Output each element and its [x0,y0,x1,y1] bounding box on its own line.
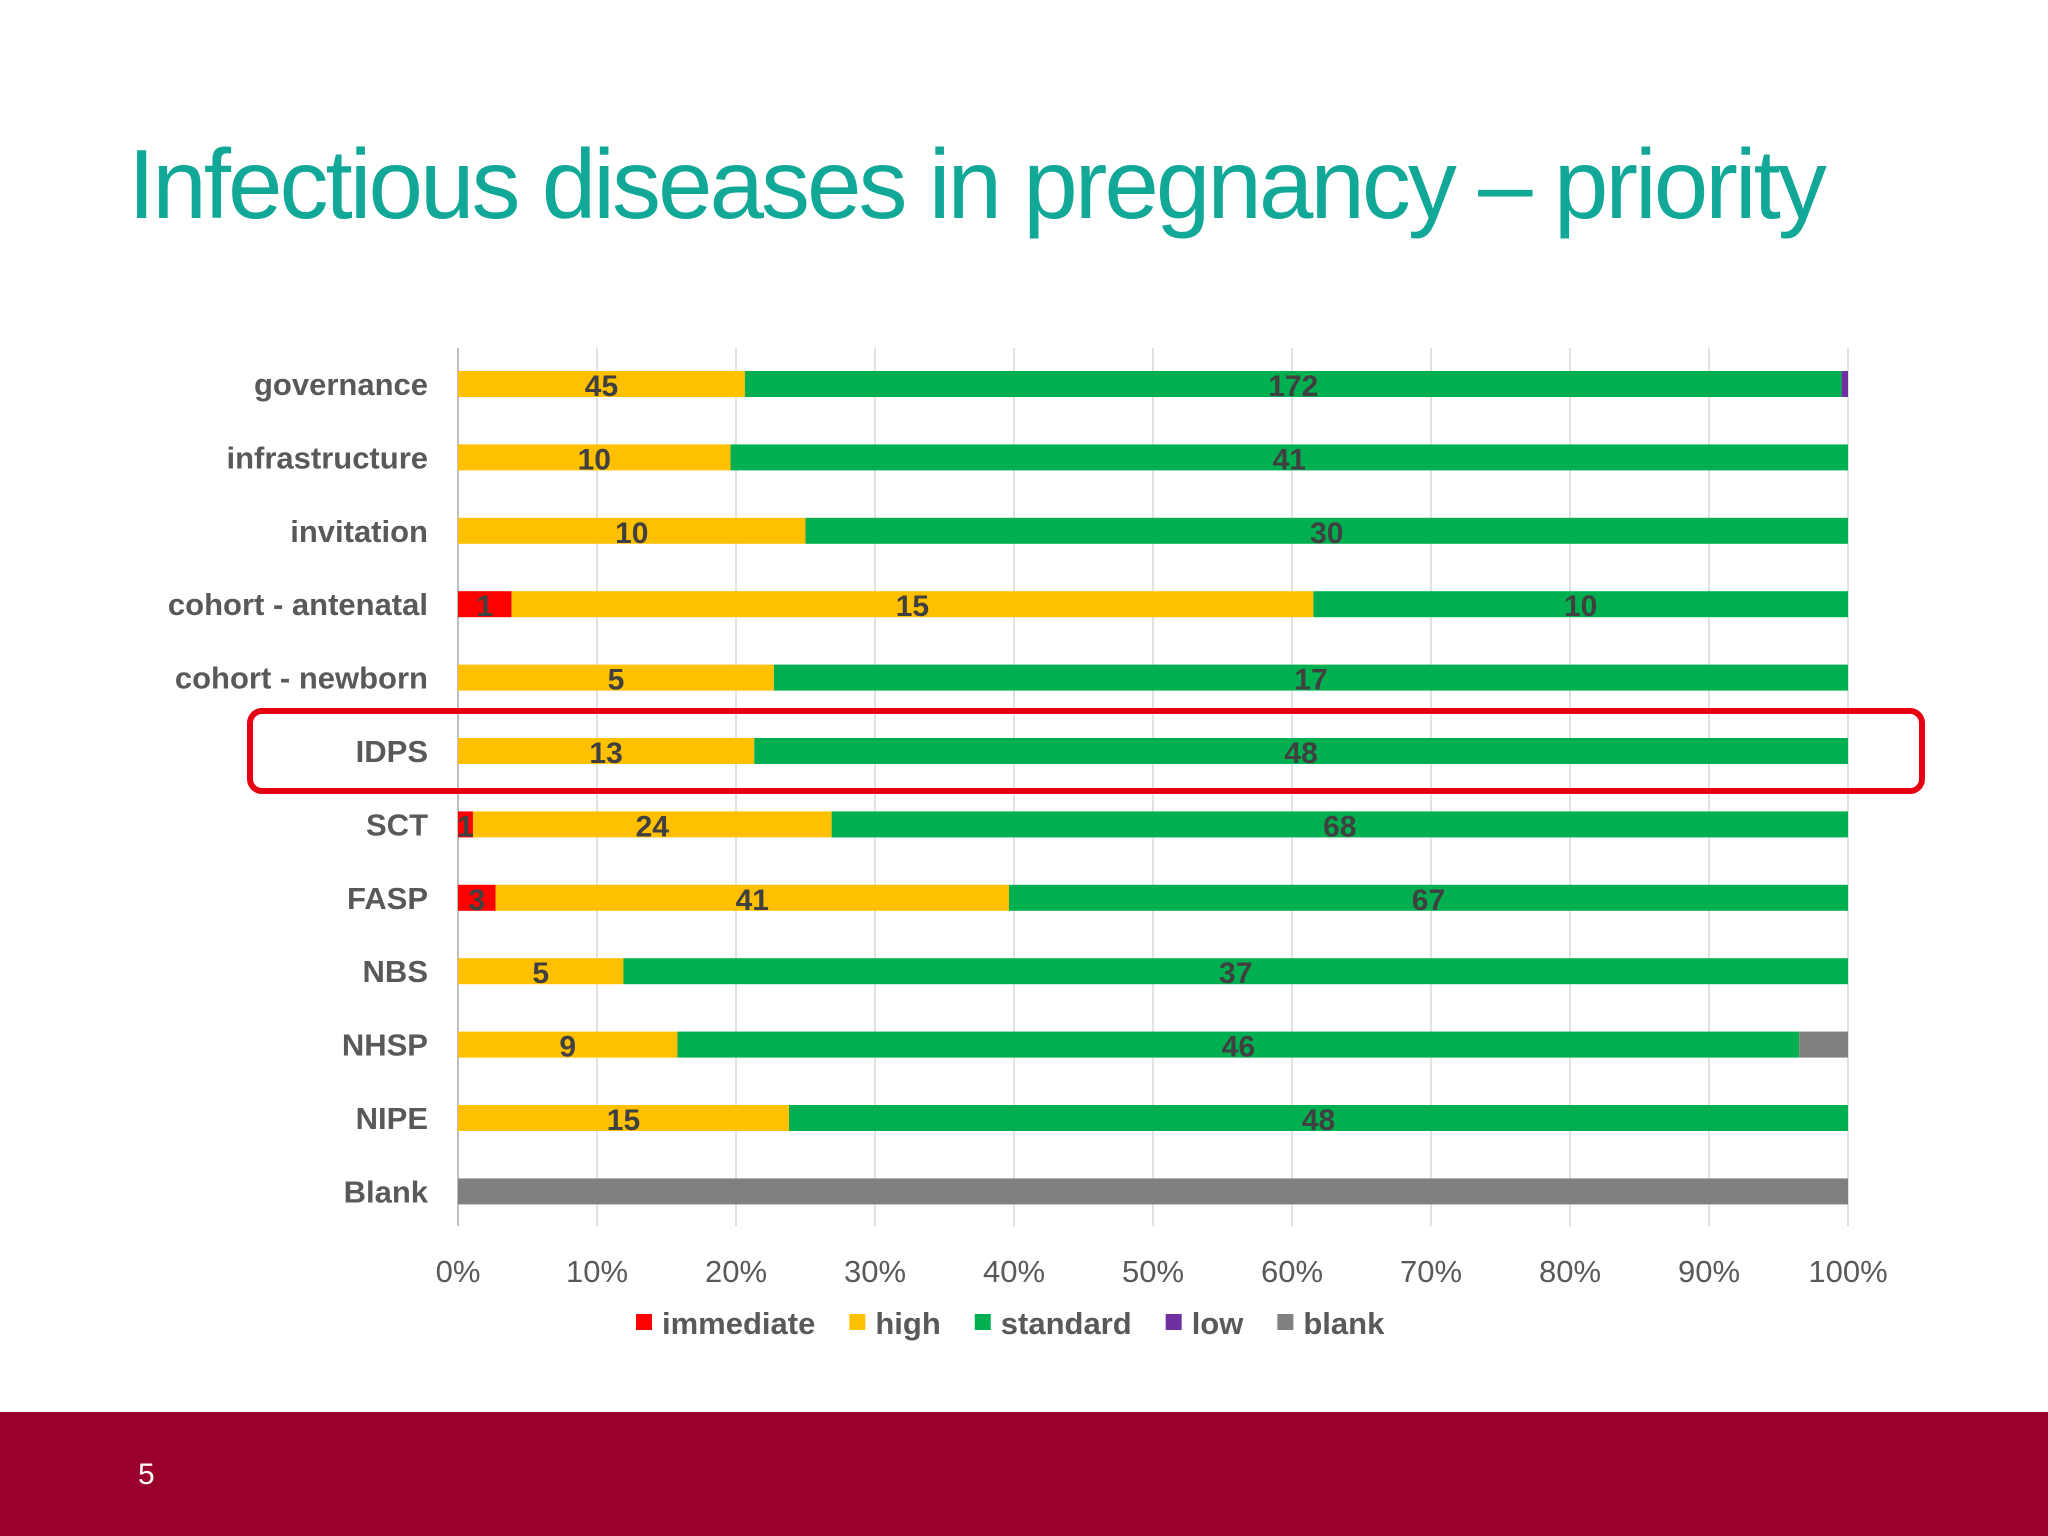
data-label-nbs-high: 5 [532,957,549,990]
highlight-box-idps [247,708,1925,794]
bar-segment-fasp-standard [1008,884,1848,911]
bar-segment-governance-low [1841,371,1848,397]
legend-swatch-high [849,1314,866,1330]
data-label-nhsp-high: 9 [559,1031,576,1064]
x-tick-label: 20% [705,1254,767,1289]
data-label-nipe-standard: 48 [1302,1104,1335,1137]
bar-segment-governance-standard [744,371,1842,397]
category-label-nhsp: NHSP [342,1028,428,1063]
legend-label-low: low [1192,1306,1245,1341]
data-label-invitation-standard: 30 [1310,517,1343,550]
category-label-nbs: NBS [363,954,428,989]
x-tick-label: 80% [1539,1254,1601,1289]
stacked-bar-chart: 45 172 10 41 10 30 1 15 10 5 17 13 48 1 24 68 3 41 67 5 37 9 4… [168,348,1925,1341]
legend-swatch-blank [1277,1314,1294,1330]
bar-segment-sct-immediate [458,811,473,838]
chart-x-tick-labels: 0% 10% 20% 30% 40% 50% 60% 70% 80% 90% 100% [436,1254,1888,1289]
bar-segment-nhsp-high [458,1031,678,1058]
data-label-cohort-antenatal-standard: 10 [1564,590,1597,623]
data-label-fasp-immediate: 3 [468,884,485,917]
footer-bar [0,1412,2048,1536]
bar-segment-cohort-newborn-standard [773,664,1848,691]
category-label-blank: Blank [344,1174,429,1209]
bar-segment-sct-standard [831,811,1848,838]
category-label-idps: IDPS [356,734,428,769]
data-label-nipe-high: 15 [607,1104,640,1137]
chart-highlight [247,708,1925,794]
legend-label-immediate: immediate [662,1306,815,1341]
chart-legend: immediate high standard low blank [636,1306,1385,1341]
data-label-nbs-standard: 37 [1219,957,1252,990]
category-label-fasp: FASP [347,881,428,916]
bar-segment-idps-high [458,738,755,764]
bar-segment-idps-standard [754,738,1848,764]
chart-category-labels: governance infrastructure invitation cohort… [168,367,429,1209]
data-label-sct-immediate: 1 [457,810,474,843]
bar-segment-cohort-antenatal-immediate [458,591,512,618]
x-tick-label: 100% [1808,1254,1887,1289]
data-label-nhsp-standard: 46 [1222,1031,1255,1064]
data-label-cohort-antenatal-immediate: 1 [476,590,493,623]
bar-segment-infrastructure-high [458,444,731,471]
chart-data-labels: 45 172 10 41 10 30 1 15 10 5 17 13 48 1 24 68 3 41 67 5 37 9 4… [457,370,1597,1137]
legend-swatch-low [1165,1314,1182,1330]
category-label-cohort-antenatal: cohort - antenatal [168,587,428,622]
data-label-cohort-newborn-standard: 17 [1294,664,1327,697]
x-tick-label: 70% [1400,1254,1462,1289]
x-tick-label: 40% [983,1254,1045,1289]
bar-segment-invitation-standard [805,517,1848,544]
data-label-infrastructure-standard: 41 [1273,443,1306,476]
category-label-governance: governance [254,367,428,402]
data-label-invitation-high: 10 [615,517,648,550]
category-label-nipe: NIPE [356,1101,428,1136]
legend-label-high: high [875,1306,940,1341]
x-tick-label: 30% [844,1254,906,1289]
category-label-cohort-newborn: cohort - newborn [175,661,428,696]
x-tick-label: 60% [1261,1254,1323,1289]
data-label-sct-high: 24 [636,810,670,843]
data-label-cohort-newborn-high: 5 [608,664,625,697]
category-label-infrastructure: infrastructure [226,440,428,475]
bar-segment-cohort-antenatal-standard [1313,591,1848,618]
category-label-sct: SCT [366,807,428,842]
chart-gridlines [457,348,1849,1226]
bar-segment-nipe-high [458,1105,789,1131]
bar-segment-fasp-high [495,884,1009,911]
bar-segment-invitation-high [458,517,806,544]
legend-swatch-immediate [636,1314,652,1330]
legend-swatch-standard [974,1314,991,1330]
x-tick-label: 0% [436,1254,481,1289]
data-label-infrastructure-high: 10 [578,443,611,476]
bar-segment-governance-high [458,371,745,397]
bar-segment-infrastructure-standard [730,444,1848,471]
x-tick-label: 50% [1122,1254,1184,1289]
bar-segment-cohort-antenatal-high [511,591,1314,618]
data-label-cohort-antenatal-high: 15 [896,590,929,623]
bar-segment-nbs-high [458,958,624,985]
bar-segment-cohort-newborn-high [458,664,774,691]
data-label-idps-standard: 48 [1284,737,1317,770]
bar-segment-fasp-immediate [458,884,496,911]
legend-label-blank: blank [1303,1306,1385,1341]
bar-segment-blank-blank [458,1178,1848,1205]
data-label-governance-standard: 172 [1268,370,1318,403]
data-label-idps-high: 13 [589,737,622,770]
data-label-fasp-high: 41 [736,884,769,917]
bar-segment-sct-high [472,811,832,838]
bar-segment-nbs-standard [623,958,1848,985]
bar-segment-nipe-standard [788,1105,1848,1131]
slide-title: Infectious diseases in pregnancy – prior… [128,129,1827,239]
chart-bars [458,371,1848,1205]
bar-segment-nhsp-blank [1799,1031,1848,1058]
legend-label-standard: standard [1001,1306,1132,1341]
page-number: 5 [138,1458,155,1491]
bar-segment-nhsp-standard [677,1031,1800,1058]
data-label-fasp-standard: 67 [1412,884,1445,917]
x-tick-label: 10% [566,1254,628,1289]
category-label-invitation: invitation [290,514,428,549]
data-label-governance-high: 45 [585,370,618,403]
data-label-sct-standard: 68 [1323,810,1356,843]
x-tick-label: 90% [1678,1254,1740,1289]
